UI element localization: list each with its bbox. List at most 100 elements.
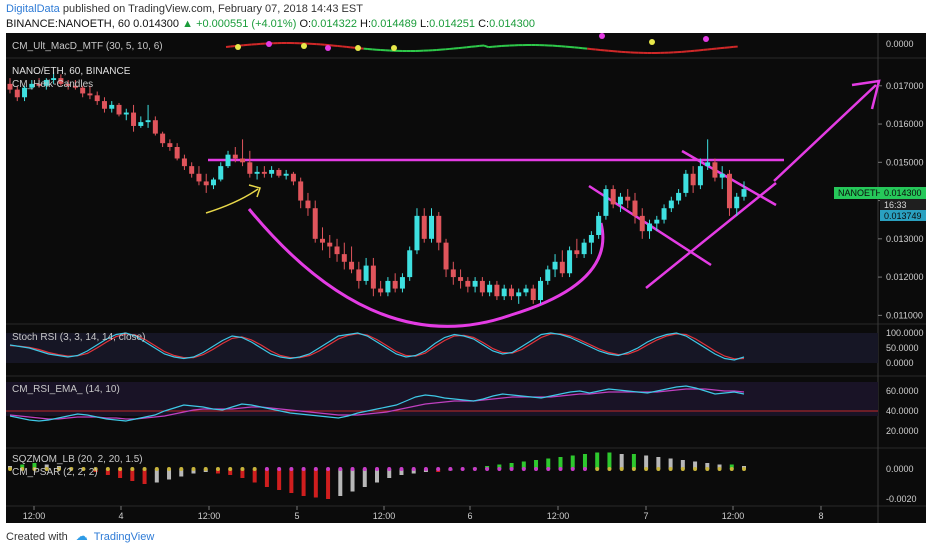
author-link[interactable]: DigitalData: [6, 3, 60, 15]
squeeze-dot: [423, 467, 428, 471]
breakout-arrow-shaft[interactable]: [773, 84, 877, 182]
macd-signal-dot: [325, 45, 331, 51]
candle-body: [450, 269, 456, 278]
sqz-bar: [179, 469, 184, 477]
sqz-bar: [375, 469, 379, 483]
candle-body: [94, 95, 100, 102]
sqz-bar: [595, 452, 600, 469]
wedge-lower-line[interactable]: [645, 182, 777, 289]
rsi-label: CM_RSI_EMA_ (14, 10): [12, 384, 120, 395]
candle-body: [312, 208, 318, 239]
candle-body: [240, 158, 246, 163]
squeeze-dot: [179, 467, 184, 471]
candle-body: [676, 192, 682, 201]
candle-body: [567, 250, 573, 274]
macd-tick-label: 0.0000: [886, 39, 914, 49]
candle-body: [697, 166, 703, 186]
open-value: 0.014322: [311, 18, 357, 30]
sqz-bar: [264, 469, 269, 487]
squeeze-dot: [742, 467, 746, 471]
candle-body: [36, 83, 42, 86]
sqz-bar: [191, 469, 196, 474]
candle-body: [516, 292, 522, 297]
sqz-bar: [729, 464, 734, 469]
candle-body: [690, 173, 696, 186]
candle-body: [458, 277, 464, 281]
squeeze-dot: [338, 467, 343, 471]
candle-body: [668, 200, 674, 209]
squeeze-dot: [717, 467, 722, 471]
candle-body: [625, 196, 631, 201]
squeeze-dot: [460, 467, 465, 471]
candle-body: [72, 85, 78, 88]
candle-body: [283, 173, 289, 176]
sqz-bar: [546, 458, 551, 469]
tradingview-link[interactable]: TradingView: [93, 531, 155, 543]
low-value: 0.014251: [429, 18, 476, 30]
sqz-bar: [142, 469, 147, 484]
macd-signal-dot: [649, 39, 655, 45]
annotation-arrow: [205, 188, 259, 214]
macd-pane: [225, 33, 738, 54]
candle-body: [22, 87, 28, 98]
stoch-tick-label: 50.0000: [886, 343, 919, 353]
created-with-text: Created with: [6, 531, 68, 543]
stoch-label: Stoch RSI (3, 3, 14, 14, close): [12, 332, 145, 343]
candle-body: [654, 219, 660, 224]
sqz-label: SQZMOM_LB (20, 2, 20, 1.5): [12, 454, 143, 465]
candle-body: [741, 189, 747, 197]
chart-area[interactable]: 0.0170000.0160000.0150000.0140000.013000…: [6, 33, 926, 523]
high-value: 0.014489: [371, 18, 417, 30]
squeeze-dot: [350, 467, 355, 471]
rsi-tick-label: 20.0000: [886, 426, 919, 436]
macd-signal-dot: [599, 33, 605, 39]
squeeze-dot: [668, 467, 673, 471]
squeeze-dot: [69, 467, 74, 471]
candle-body: [80, 87, 86, 94]
candle-body: [101, 101, 107, 109]
squeeze-dot: [485, 467, 490, 471]
rsi-tick-label: 60.0000: [886, 386, 919, 396]
sqz-bar: [705, 463, 710, 469]
candle-body: [378, 288, 384, 293]
candle-body: [552, 261, 558, 270]
rsi-line: [9, 385, 745, 422]
squeeze-dot: [240, 467, 245, 471]
sqz-bar: [228, 469, 233, 475]
sqz-bar: [252, 469, 257, 483]
stoch-k-line: [9, 332, 745, 361]
candle-body: [479, 280, 485, 293]
candle-body: [290, 173, 296, 182]
candle-body: [261, 171, 267, 174]
squeeze-dot: [448, 467, 453, 471]
squeeze-dot: [705, 467, 710, 471]
drawings[interactable]: [205, 79, 881, 328]
candle-body: [508, 288, 514, 297]
cup-curve[interactable]: [247, 208, 605, 328]
price-pane-label: NANO/ETH, 60, BINANCE: [12, 66, 131, 77]
macd-signal-dot: [235, 44, 241, 50]
candle-body: [530, 288, 536, 301]
symbol-info: BINANCE:NANOETH, 60 0.014300 ▲ +0.000551…: [6, 18, 535, 30]
sqz-bar: [509, 463, 514, 469]
sqz-bar: [534, 460, 539, 469]
squeeze-dot: [313, 467, 318, 471]
squeeze-dot: [56, 467, 61, 471]
squeeze-dot: [142, 467, 147, 471]
sqz-bar: [154, 469, 159, 483]
candle-body: [632, 200, 638, 216]
macd-signal-dot: [301, 43, 307, 49]
last-price-tag-text: 0.014300: [884, 188, 922, 198]
time-tick-label: 6: [467, 511, 472, 521]
squeeze-dot: [558, 467, 563, 471]
candle-body: [407, 250, 413, 278]
chart-svg[interactable]: 0.0170000.0160000.0150000.0140000.013000…: [6, 33, 926, 523]
price-tick-label: 0.011000: [886, 310, 923, 320]
breakout-arrow-head-icon: [851, 79, 881, 110]
candle-body: [167, 143, 173, 147]
candle-body: [109, 104, 115, 109]
sqz-bar: [105, 469, 110, 475]
candle-body: [29, 83, 35, 88]
squeeze-dot: [252, 467, 257, 471]
squeeze-dot: [362, 467, 367, 471]
